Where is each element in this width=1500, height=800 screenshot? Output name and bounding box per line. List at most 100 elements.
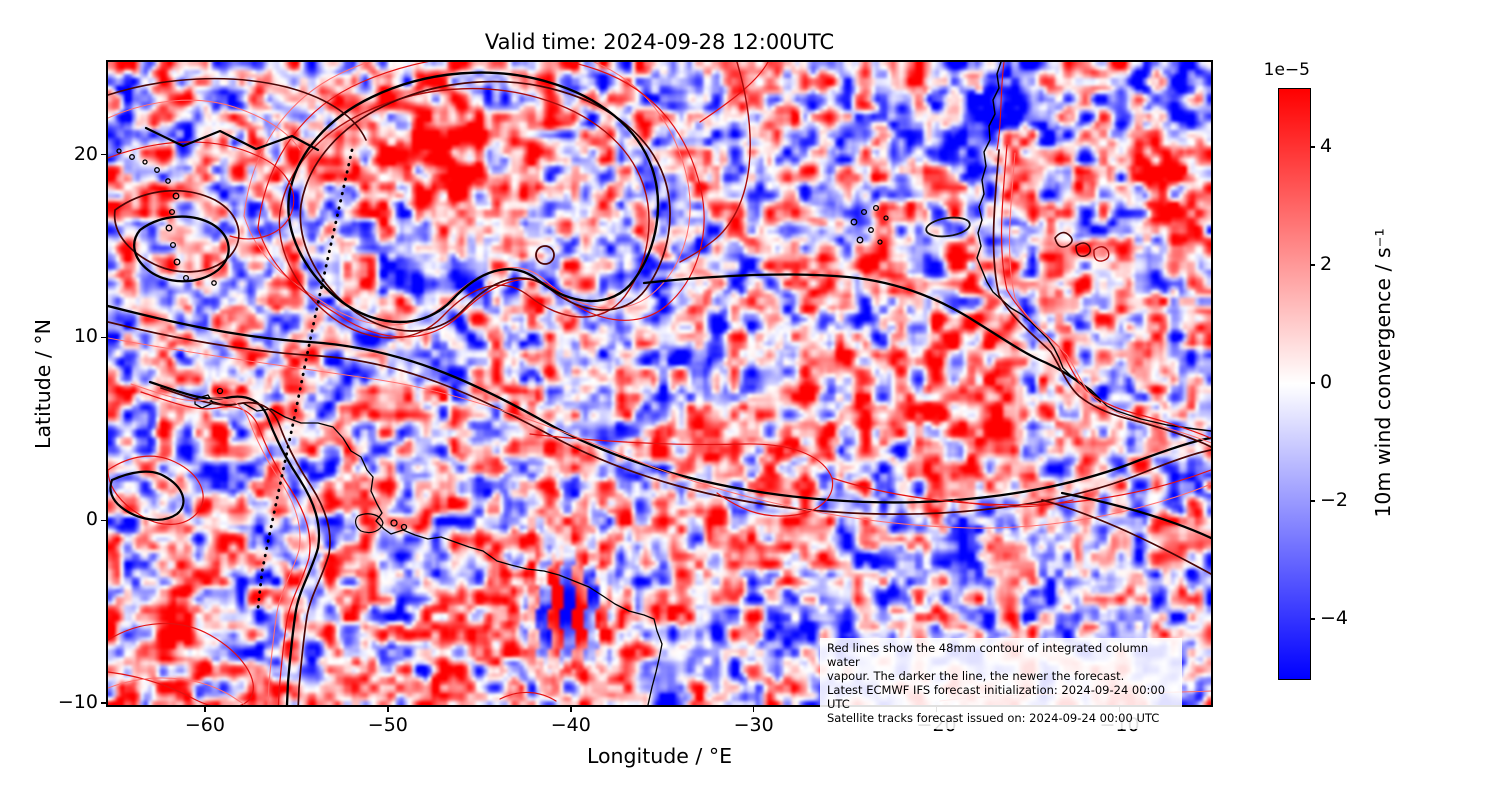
iwv-contour-line: [109, 470, 185, 521]
coastline-island: [872, 204, 880, 212]
iwv-contour-line: [133, 215, 230, 283]
iwv-contour-line: [287, 71, 660, 324]
annotation-line: Satellite tracks forecast issued on: 202…: [827, 711, 1160, 726]
annotation-line: Red lines show the 48mm contour of integ…: [827, 641, 1149, 670]
colorbar-tick-label: 2: [1320, 253, 1333, 275]
iwv-contour-line: [108, 99, 301, 151]
iwv-contour-line: [996, 62, 1005, 151]
plot-title: Valid time: 2024-09-28 12:00UTC: [484, 30, 835, 54]
coastline-trinidad: [194, 394, 214, 409]
iwv-contour-line: [108, 677, 247, 705]
iwv-contour-line: [529, 433, 834, 517]
iwv-contour-line: [108, 337, 1211, 529]
colorbar: [1278, 88, 1311, 680]
colorbar-tick-label: 0: [1320, 371, 1333, 393]
coastline-marajo-island: [355, 513, 384, 534]
iwv-contour-line: [108, 77, 367, 141]
coastline-island: [168, 208, 176, 216]
y-tick-mark: [101, 336, 106, 339]
iwv-contour-line: [108, 304, 1211, 504]
coastline-south-america: [209, 400, 663, 705]
coastline-island: [860, 208, 868, 216]
iwv-contour-line: [299, 80, 671, 332]
coastline-island: [165, 178, 171, 184]
iwv-contour-line: [499, 691, 557, 702]
iwv-contour-line: [108, 622, 254, 705]
colorbar-label: 10m wind convergence / s⁻¹: [1371, 228, 1395, 518]
iwv-contour-line: [148, 380, 321, 705]
annotation-line: vapour. The darker the line, the newer t…: [827, 669, 1125, 684]
coastline-island: [142, 159, 148, 165]
coastline-island: [850, 218, 858, 226]
coastline-west-africa: [976, 62, 1211, 432]
iwv-contour-line: [1009, 152, 1211, 444]
y-tick-label: 20: [73, 142, 98, 165]
iwv-contour-line: [1000, 144, 1211, 439]
iwv-contour-line: [679, 62, 751, 263]
iwv-contour-blob: [535, 245, 555, 265]
coastline-island: [172, 192, 180, 200]
map-overlay: [108, 62, 1211, 705]
colorbar-tick-mark: [1310, 500, 1315, 502]
y-tick-mark: [101, 153, 106, 156]
y-tick-label: 0: [85, 508, 98, 531]
iwv-contour-line: [831, 469, 1211, 506]
coastline-island: [173, 258, 181, 266]
coastline-island: [877, 239, 883, 245]
colorbar-tick-mark: [1310, 382, 1315, 384]
iwv-contour-line: [952, 499, 1074, 508]
colorbar-tick-label: 4: [1320, 135, 1333, 157]
colorbar-tick-mark: [1310, 146, 1315, 148]
y-axis-label: Latitude / °N: [31, 319, 55, 449]
coastline-island: [129, 154, 135, 160]
colorbar-tick-label: −4: [1320, 607, 1349, 629]
coastline-island: [154, 167, 160, 173]
y-tick-mark: [101, 519, 106, 522]
annotation-line: Latest ECMWF IFS forecast initialization…: [827, 683, 1166, 712]
x-tick-label: −30: [733, 714, 774, 736]
satellite-track: [256, 148, 354, 610]
iwv-contour-line: [642, 273, 1102, 404]
x-tick-label: −50: [367, 714, 408, 736]
x-tick-mark: [387, 707, 389, 712]
coastline-island: [400, 523, 408, 531]
coastline-island: [165, 224, 173, 232]
x-axis-label: Longitude / °E: [586, 744, 733, 768]
iwv-contour-line: [1060, 491, 1211, 540]
colorbar-tick-label: −2: [1320, 489, 1349, 511]
coastline-island: [868, 227, 874, 233]
iwv-contour-line: [108, 455, 204, 525]
iwv-contour-line: [1041, 499, 1211, 575]
colorbar-tick-mark: [1310, 264, 1315, 266]
coastline-island: [211, 280, 217, 286]
colorbar-offset-text: 1e−5: [1263, 60, 1310, 80]
coastline-island: [116, 148, 122, 154]
iwv-contour-line: [1093, 246, 1110, 262]
iwv-contour-line: [160, 387, 331, 705]
iwv-contour-line: [144, 126, 320, 152]
wind-convergence-heatmap: [108, 62, 1211, 705]
coastline-island: [856, 236, 864, 244]
coastline-island: [169, 241, 177, 249]
y-tick-mark: [101, 702, 106, 704]
iwv-contour-line: [1054, 231, 1073, 248]
annotation-box: Red lines show the 48mm contour of integ…: [820, 638, 1182, 730]
coastline-island: [390, 519, 398, 527]
iwv-contour-line: [257, 62, 705, 338]
x-tick-mark: [570, 707, 572, 712]
colorbar-tick-mark: [1310, 618, 1315, 620]
iwv-contour-line: [992, 149, 1211, 448]
iwv-contour-line: [108, 321, 1211, 515]
iwv-contour-line: [1075, 242, 1092, 258]
x-tick-mark: [204, 707, 206, 712]
x-tick-label: −60: [184, 714, 225, 736]
iwv-contour-blob: [925, 216, 971, 238]
x-tick-label: −40: [550, 714, 591, 736]
y-tick-label: −10: [57, 691, 98, 714]
coastline-island: [182, 274, 190, 282]
iwv-contour-line: [699, 62, 769, 123]
coastline-island: [216, 387, 224, 395]
iwv-contour-line: [108, 141, 295, 240]
coastline-island: [883, 215, 889, 221]
